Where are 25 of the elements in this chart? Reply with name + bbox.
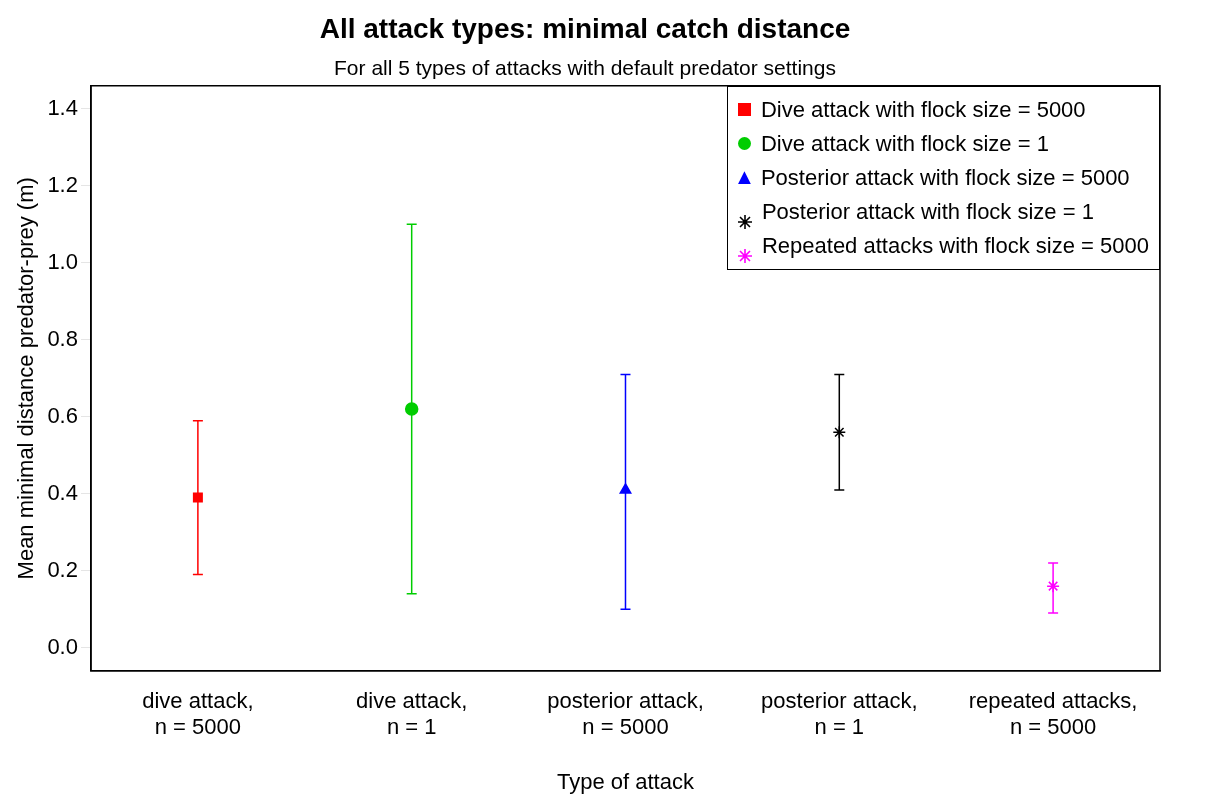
legend-label: Posterior attack with flock size = 5000 (760, 163, 1130, 192)
y-tick-label: 0.2 (47, 556, 78, 582)
y-tick-label: 0.4 (47, 479, 78, 505)
x-tick-label: posterior attack, n = 1 (761, 688, 918, 740)
legend-label: Posterior attack with flock size = 1 (761, 197, 1094, 226)
x-tick-label: dive attack, n = 5000 (142, 688, 254, 740)
legend-label: Dive attack with flock size = 5000 (760, 95, 1086, 124)
x-tick-label: posterior attack, n = 5000 (547, 688, 704, 740)
point (619, 483, 632, 494)
point (1046, 579, 1060, 593)
x-tick-label: dive attack, n = 1 (356, 688, 468, 740)
legend-label: Repeated attacks with flock size = 5000 (761, 231, 1149, 260)
y-tick-label: 0.0 (47, 633, 78, 659)
y-tick-label: 1.2 (47, 171, 78, 197)
chart-title: All attack types: minimal catch distance (319, 12, 851, 44)
point (832, 425, 847, 439)
legend-label: Dive attack with flock size = 1 (760, 129, 1049, 158)
x-axis-title: Type of attack (557, 768, 695, 794)
x-tick-label: repeated attacks, n = 5000 (968, 688, 1138, 740)
y-tick-label: 0.8 (47, 325, 78, 351)
y-tick-label: 0.6 (47, 402, 78, 428)
chart-subtitle: For all 5 types of attacks with default predator settings (334, 56, 836, 79)
y-tick-label: 1.4 (47, 94, 78, 120)
y-tick-label: 1.0 (47, 248, 78, 274)
y-axis-title: Mean minimal distance predator-prey (m) (13, 177, 39, 580)
